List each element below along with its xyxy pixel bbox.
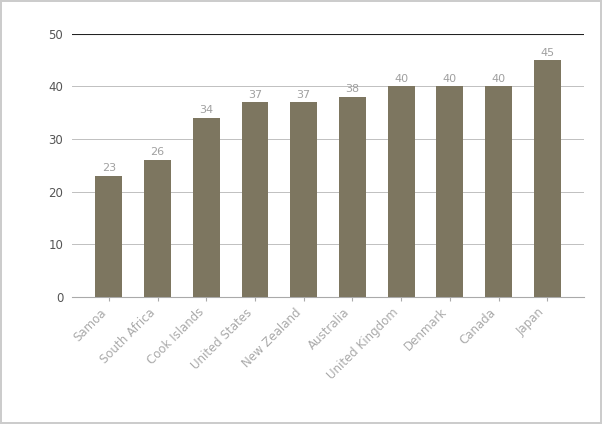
Text: 40: 40: [394, 74, 408, 84]
Text: 40: 40: [491, 74, 506, 84]
Bar: [485, 86, 512, 297]
Text: 26: 26: [150, 148, 165, 157]
Text: 37: 37: [297, 89, 311, 100]
Text: 34: 34: [199, 106, 213, 115]
Text: 23: 23: [102, 163, 116, 173]
Bar: [436, 86, 464, 297]
Bar: [339, 97, 366, 297]
Bar: [144, 160, 171, 297]
Bar: [388, 86, 415, 297]
Text: 45: 45: [540, 47, 554, 58]
Bar: [193, 118, 220, 297]
Bar: [96, 176, 122, 297]
Bar: [534, 60, 560, 297]
Text: 37: 37: [248, 89, 262, 100]
Bar: [290, 102, 317, 297]
Bar: [241, 102, 268, 297]
Text: 40: 40: [443, 74, 457, 84]
Text: 38: 38: [346, 84, 359, 95]
